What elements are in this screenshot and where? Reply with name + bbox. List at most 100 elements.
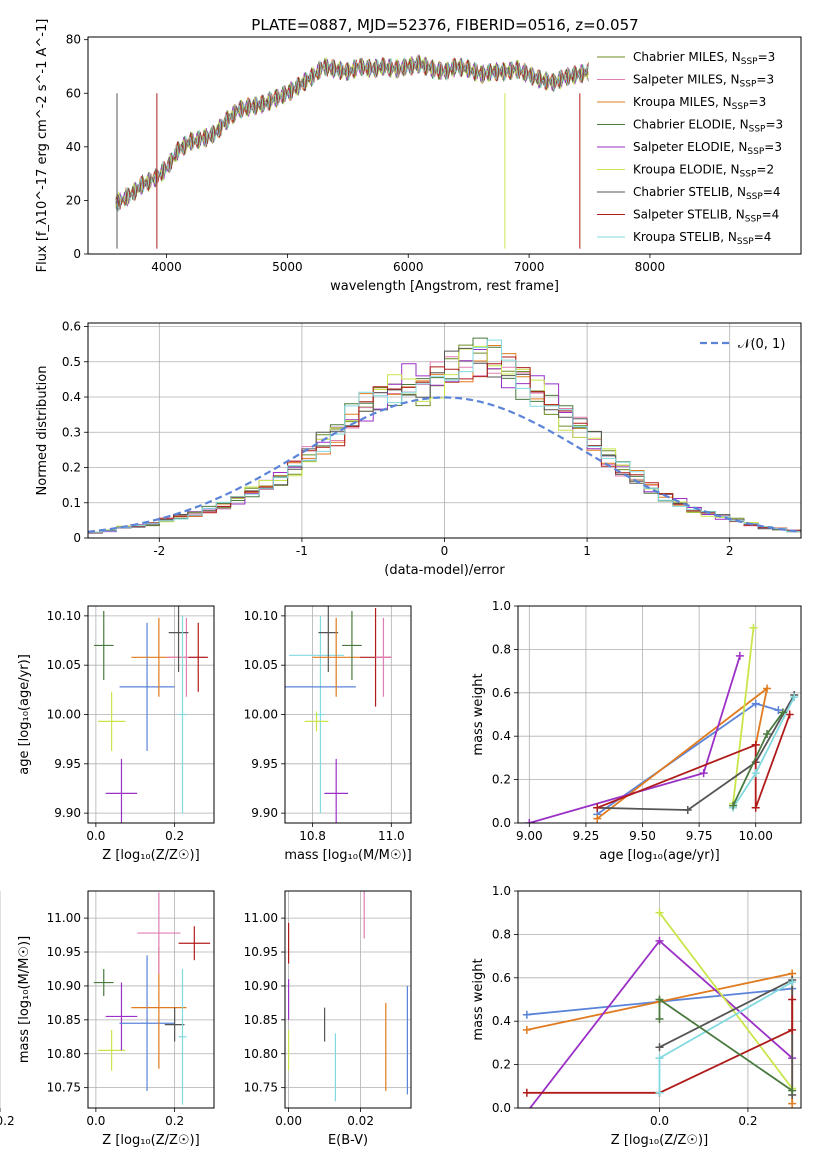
axes-frame: [517, 605, 802, 824]
weight-marker: [655, 1088, 664, 1097]
weight-marker: [763, 684, 772, 693]
legend: Chabrier MILES, NSSP=3 Salpeter MILES, NS…: [597, 50, 783, 247]
spectrum-line: [115, 56, 589, 208]
x-tick-label: 9.75: [686, 829, 713, 843]
weight-marker: [788, 1086, 797, 1095]
y-tick-label: 20: [66, 193, 81, 207]
y-tick-label: 10.85: [47, 1013, 81, 1027]
y-axis-label: mass [log₁₀(M/M☉)]: [17, 936, 32, 1063]
y-tick-label: 0.4: [492, 729, 511, 743]
error-bar-point: [316, 615, 325, 814]
legend-label: Kroupa MILES, NSSP=3: [633, 95, 766, 112]
weight-marker: [683, 805, 692, 814]
x-tick-label: 6000: [393, 260, 424, 274]
error-bar-point: [375, 617, 392, 697]
error-bar-point: [97, 691, 126, 751]
y-tick-label: 0.8: [492, 927, 511, 941]
legend-label: Chabrier MILES, NSSP=3: [633, 50, 775, 67]
legend-label: Kroupa STELIB, NSSP=4: [633, 230, 771, 247]
weight-marker: [525, 819, 534, 823]
y-axis-label: mass weight: [471, 958, 486, 1040]
spectrum-line: [115, 55, 589, 211]
weight-marker: [778, 708, 787, 717]
plot-area: [88, 337, 801, 534]
error-bar-point: [93, 610, 114, 680]
weight-marker: [522, 1088, 531, 1097]
panel-mass_vs_Z: 0.0 0.2 10.75 10.80 10.85 10.90 10.95 11.00 Z [l…: [17, 890, 215, 1148]
y-tick-label: 10.00: [47, 708, 81, 722]
x-tick-label: 11.0: [378, 829, 405, 843]
weight-marker: [523, 1108, 531, 1116]
y-tick-label: 0.4: [492, 1014, 511, 1028]
panel-residuals: -2 -1 0 1 2 0 0.1 0.2 0.3 0.4 0.5 0.6 (data-model)/e…: [35, 320, 802, 578]
weight-marker: [751, 769, 760, 778]
error-bar-point: [312, 617, 360, 697]
weight-line: [658, 912, 793, 1090]
x-axis-label: age [log₁₀(age/yr)]: [599, 848, 720, 863]
y-tick-label: 0.0: [492, 1101, 511, 1115]
x-tick-label: 0: [441, 544, 449, 558]
plot-area: [288, 891, 408, 1102]
weight-marker: [790, 693, 799, 702]
histogram-step: [88, 347, 801, 533]
x-tick-label: 0.2: [165, 1114, 184, 1128]
error-bar-point: [304, 711, 329, 732]
panel-age_vs_mass: 10.8 11.0 9.90 9.95 10.00 10.05 10.10 mass [log…: [244, 605, 412, 863]
weight-marker: [751, 699, 760, 708]
x-tick-label: 5000: [272, 260, 303, 274]
error-bar-point: [188, 622, 209, 692]
plot-area: [93, 606, 209, 823]
error-bar-point: [93, 968, 114, 997]
y-tick-label: 10.05: [47, 658, 81, 672]
y-tick-label: 0.6: [62, 320, 81, 334]
error-bar-point: [178, 968, 187, 1105]
weight-line: [526, 999, 794, 1094]
y-tick-label: 0.2: [62, 461, 81, 475]
y-tick-label: 0.8: [492, 642, 511, 656]
y-tick-label: 40: [66, 140, 81, 154]
error-bar-point: [97, 1030, 126, 1071]
weight-marker: [751, 740, 760, 749]
x-tick-label: 0.0: [650, 1114, 669, 1128]
y-tick-label: 10.10: [244, 609, 278, 623]
x-axis-label: Z [log₁₀(Z/Z☉)]: [102, 1133, 199, 1148]
y-tick-label: 10.00: [244, 708, 278, 722]
weight-marker: [593, 814, 602, 823]
x-tick-label: 9.50: [629, 829, 656, 843]
normal-curve: [88, 396, 801, 533]
weight-marker: [655, 1043, 664, 1052]
panel-weight_vs_age: 9.00 9.25 9.50 9.75 10.00 0.0 0.2 0.4 0.6 0.8 1.0 a…: [471, 599, 802, 863]
weight-marker: [749, 623, 758, 632]
y-tick-label: 0.2: [492, 773, 511, 787]
weight-line: [529, 655, 741, 823]
legend-label: Salpeter ELODIE, NSSP=3: [633, 140, 782, 157]
weight-marker: [655, 936, 664, 945]
x-tick-label: 0.2: [738, 1114, 757, 1128]
y-tick-label: 10.95: [47, 945, 81, 959]
axes-frame: [284, 890, 412, 1109]
weight-marker: [785, 710, 794, 719]
y-tick-label: 0.6: [492, 686, 511, 700]
error-bar-point: [105, 758, 138, 823]
x-tick-label: 0.0: [86, 829, 105, 843]
y-tick-label: 0.4: [62, 390, 81, 404]
spectrum-line: [115, 56, 589, 209]
x-axis-label: (data-model)/error: [384, 563, 505, 578]
weight-marker: [788, 978, 797, 987]
error-bar-point: [324, 758, 348, 823]
x-tick-label: −0.2: [0, 1114, 15, 1128]
x-tick-label: 0.00: [275, 1114, 302, 1128]
panel-mass_vs_ebv: 0.00 0.02 10.75 10.80 10.85 10.90 10.95 11.00 E(…: [244, 890, 412, 1148]
y-tick-label: 60: [66, 86, 81, 100]
y-tick-label: 80: [66, 33, 81, 47]
error-bar-point: [318, 606, 339, 673]
x-tick-label: 0.0: [86, 1114, 105, 1128]
chart-layer: 4000 5000 6000 7000 8000020406080wavelength …: [0, 19, 802, 1148]
x-tick-label: 10.00: [739, 829, 773, 843]
y-tick-label: 1.0: [492, 884, 511, 898]
legend-label: 𝒩(0, 1): [738, 337, 785, 352]
y-tick-label: 10.80: [47, 1047, 81, 1061]
y-tick-label: 0.5: [62, 355, 81, 369]
x-tick-label: -2: [153, 544, 165, 558]
x-tick-label: 10.8: [299, 829, 326, 843]
